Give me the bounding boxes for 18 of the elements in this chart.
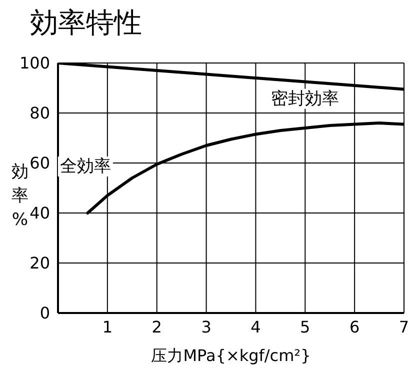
y-tick-label: 0 — [40, 304, 50, 323]
chart-title: 効率特性 — [30, 5, 142, 41]
x-tick-label: 4 — [250, 317, 261, 336]
series-label: 全効率 — [60, 156, 111, 176]
y-tick-label: 100 — [19, 54, 50, 73]
y-axis-title: 効率% — [12, 162, 28, 230]
y-tick-label: 80 — [30, 104, 50, 123]
series-label: 密封効率 — [271, 88, 340, 109]
x-tick-label: 7 — [398, 317, 410, 336]
y-tick-label: 20 — [30, 254, 50, 273]
y-tick-label: 40 — [30, 204, 50, 223]
x-tick-label: 1 — [102, 317, 113, 336]
x-tick-label: 6 — [349, 317, 360, 336]
x-tick-label: 2 — [152, 317, 162, 336]
x-tick-label: 3 — [201, 317, 212, 336]
x-tick-label: 5 — [300, 317, 310, 336]
x-axis-title: 压力MPa{×kgf/cm²} — [151, 346, 311, 365]
y-tick-label: 60 — [30, 154, 50, 173]
